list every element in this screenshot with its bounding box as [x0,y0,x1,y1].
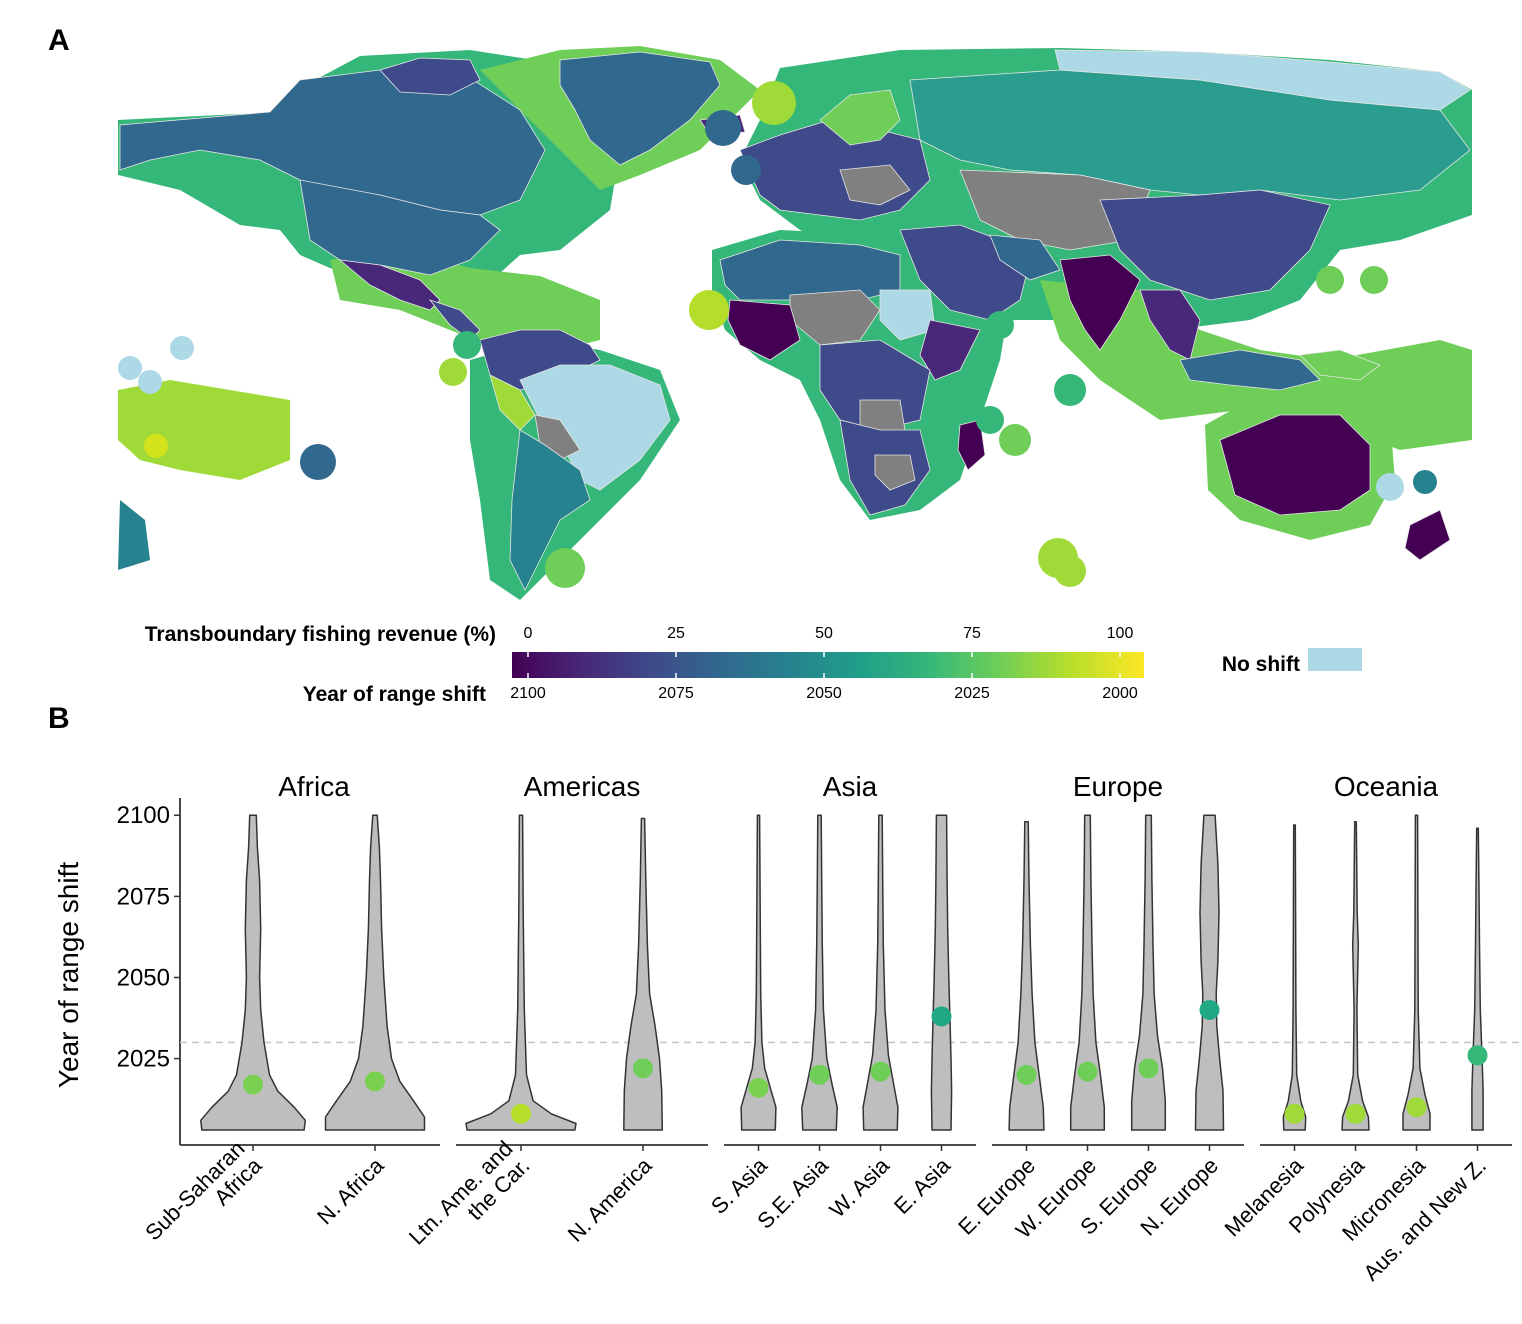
median-point [870,1061,891,1082]
violin [1130,814,1167,1131]
y-tick-label: 2100 [117,802,170,829]
legend-top-tick: 50 [815,625,833,642]
violin [801,814,838,1131]
legend-bottom-tick: 2075 [658,685,694,702]
legend-top-tick: 75 [963,625,981,642]
facet-title: Africa [278,771,350,802]
violin [1008,820,1045,1131]
legend-top-ticks: 0 25 50 75 100 [524,625,1134,642]
x-tick-label-line: W. Asia [824,1152,894,1222]
violin [1282,824,1307,1131]
legend-top-title: Transboundary fishing revenue (%) [145,623,496,646]
violin [1471,827,1484,1131]
median-point [1199,999,1220,1020]
legend-bottom-tick: 2025 [954,685,990,702]
color-scale-bar [512,652,1144,678]
median-point [1138,1058,1159,1079]
facet-title: Americas [524,771,641,802]
x-tick-label: N. America [563,1152,657,1246]
facet-africa: Africa Sub-SaharanAfrica N. Africa [140,771,440,1262]
y-axis-title: Year of range shift [53,862,84,1088]
violin [1341,820,1370,1131]
world-map-panel: A [48,24,1472,600]
legend-bottom-tick: 2100 [510,685,546,702]
legend-bottom-ticks: 2100 2075 2050 2025 2000 [510,685,1138,702]
legend-top-tick: 0 [524,625,533,642]
x-tick-label: Sub-SaharanAfrica [140,1135,267,1262]
median-point [1077,1061,1098,1082]
panel-label-a: A [48,24,70,57]
no-shift-label: No shift [1222,653,1300,676]
violin [1069,814,1106,1131]
legend-bottom-title: Year of range shift [303,683,486,706]
island-eez-circles [118,81,1437,588]
y-tick-label: 2075 [117,883,170,910]
panel-label-b: B [48,702,70,735]
facet-title: Oceania [1334,771,1439,802]
facet-oceania: OceaniaMelanesiaPolynesiaMicronesiaAus. … [1219,771,1512,1286]
violin-plot-panel: B Year of range shift 2025 2050 2075 2100 A… [48,702,1520,1286]
median-point [243,1074,263,1095]
median-point [511,1103,531,1124]
median-point [1467,1045,1488,1066]
y-tick-label: 2050 [117,964,170,991]
median-point [1016,1064,1037,1085]
legend-bottom-tick: 2050 [806,685,842,702]
violin [930,814,953,1131]
land-masses [119,49,1471,591]
violin [465,814,577,1131]
median-point [809,1064,830,1085]
median-point [633,1058,653,1079]
facet-title: Asia [823,771,878,802]
x-tick-label-line: N. America [563,1152,657,1246]
violin [200,814,307,1131]
violin [740,814,777,1131]
x-tick-label: Ltn. Ame. andthe Car. [404,1136,535,1267]
median-point [1345,1103,1366,1124]
facet-title: Europe [1073,771,1163,802]
legend-top-tick: 25 [667,625,685,642]
violin [862,814,899,1131]
map-legend: Transboundary fishing revenue (%) Year o… [145,623,1362,706]
facet-americas: Americas Ltn. Ame. andthe Car. N. America [404,771,708,1267]
x-tick-label-line: E. Asia [889,1152,956,1219]
median-point [1284,1103,1305,1124]
legend-bottom-tick: 2000 [1102,685,1138,702]
x-tick-label-line: N. Africa [312,1152,389,1229]
violin [324,814,426,1131]
median-point [748,1077,769,1098]
x-tick-label: N. Africa [312,1152,389,1229]
y-tick-label: 2025 [117,1046,170,1073]
violin [1402,814,1431,1131]
x-tick-label: W. Asia [824,1152,894,1222]
legend-bar-ticks [527,652,1121,678]
violin [623,817,664,1131]
world-map [118,46,1472,600]
median-point [365,1071,385,1092]
no-shift-swatch [1308,648,1362,671]
median-point [931,1006,952,1027]
median-point [1406,1097,1427,1118]
x-tick-label: E. Asia [889,1152,956,1219]
legend-top-tick: 100 [1107,625,1134,642]
violin [1194,814,1225,1131]
